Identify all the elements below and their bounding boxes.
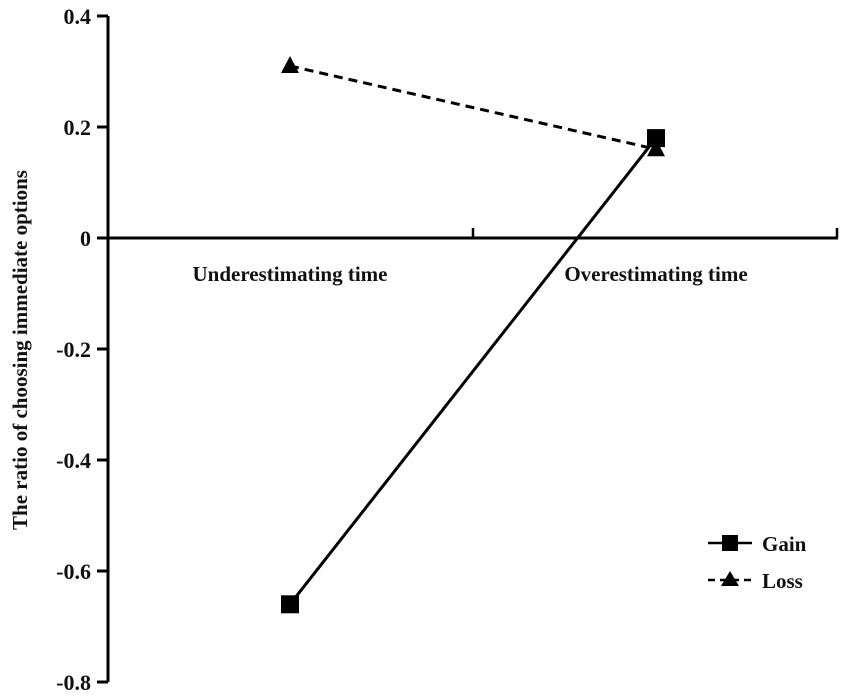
series-line-gain — [288, 137, 658, 606]
series-line-loss — [289, 64, 657, 151]
square-marker-icon — [722, 535, 738, 551]
legend: Gain Loss — [708, 532, 807, 593]
legend-label-loss: Loss — [762, 569, 803, 593]
x-axis-zero-line: Underestimating time Overestimating time — [108, 228, 839, 286]
x-category-label: Underestimating time — [193, 262, 388, 286]
legend-item-loss: Loss — [708, 569, 803, 593]
x-category-label: Overestimating time — [564, 262, 747, 286]
triangle-marker-icon — [721, 571, 739, 586]
y-axis-title: The ratio of choosing immediate options — [8, 170, 32, 530]
y-tick-label: 0.4 — [64, 4, 92, 29]
y-tick-label: -0.2 — [56, 337, 91, 362]
y-axis: 0.4 0.2 0 -0.2 -0.4 -0.6 -0.8 — [56, 4, 110, 695]
triangle-marker-icon — [647, 139, 665, 157]
y-tick-label: -0.8 — [56, 670, 91, 695]
y-tick-label: 0.2 — [64, 115, 92, 140]
y-tick-label: -0.6 — [56, 559, 91, 584]
series-layer — [281, 55, 665, 614]
square-marker-icon — [281, 595, 299, 614]
square-marker-icon — [647, 129, 665, 148]
legend-item-gain: Gain — [708, 532, 807, 556]
legend-label-gain: Gain — [762, 532, 807, 556]
y-tick-label: -0.4 — [56, 448, 91, 473]
triangle-marker-icon — [281, 55, 299, 73]
y-tick-label: 0 — [80, 226, 91, 251]
